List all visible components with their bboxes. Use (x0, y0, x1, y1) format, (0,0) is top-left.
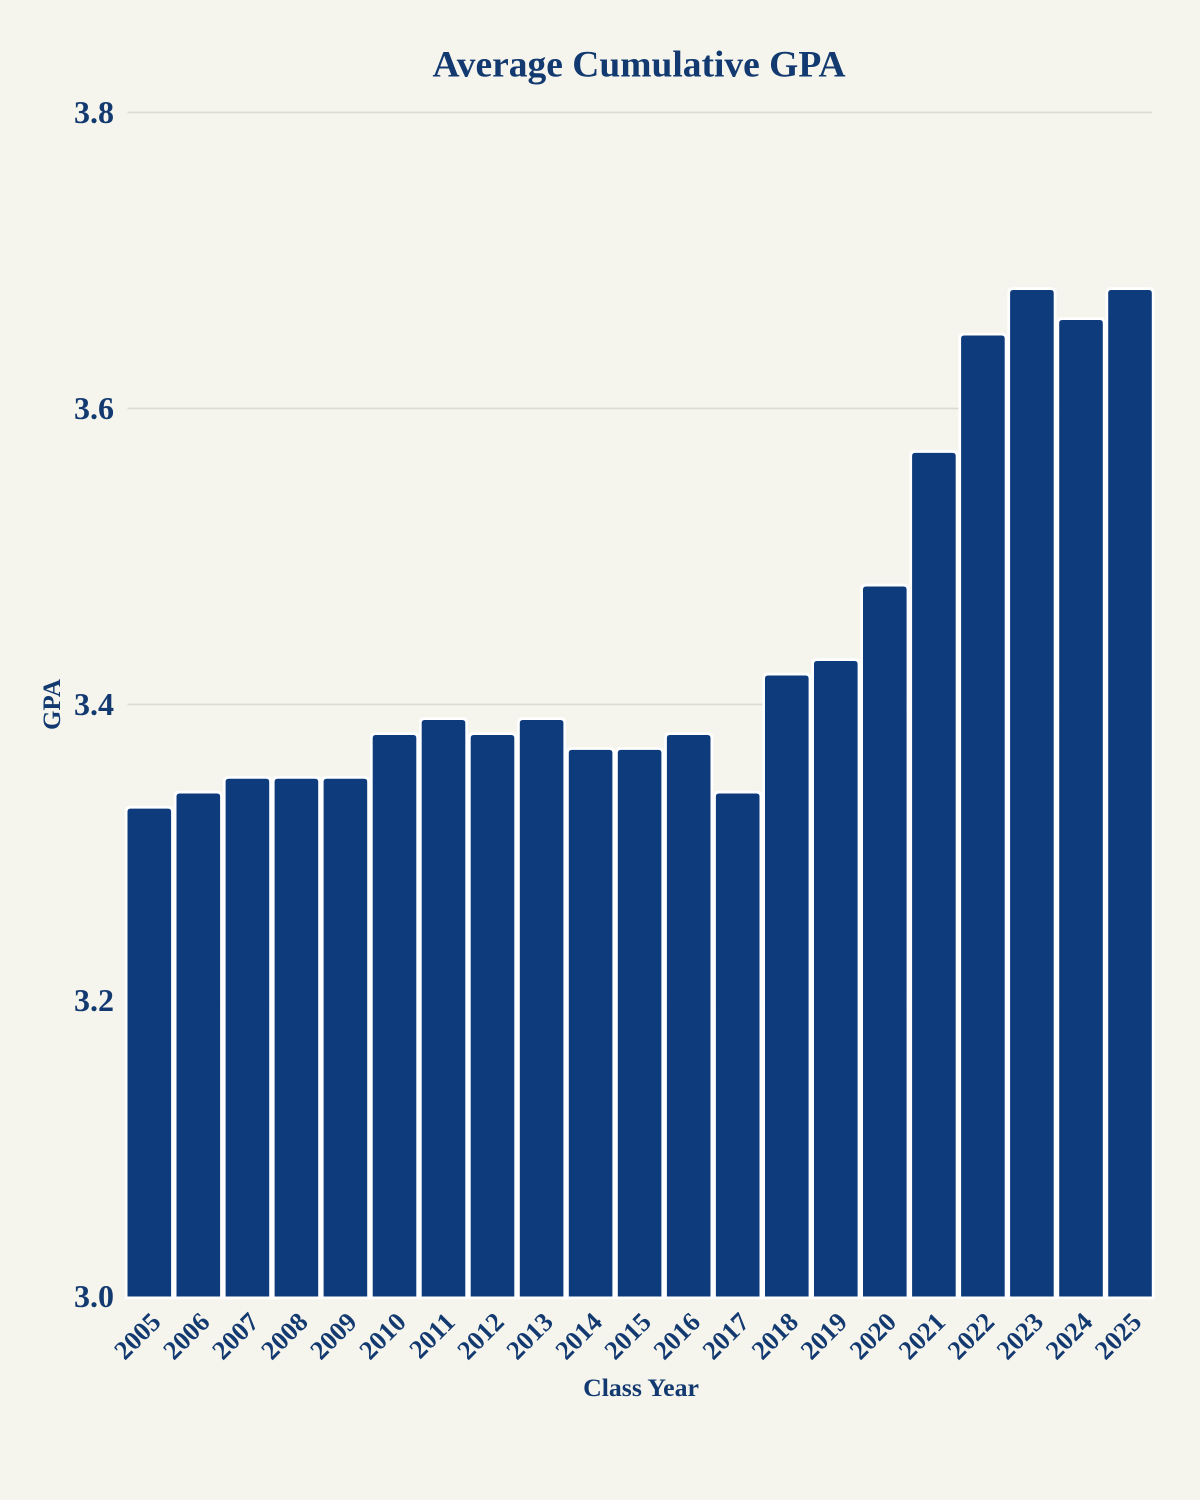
svg-text:3.2: 3.2 (74, 982, 114, 1018)
svg-text:3.4: 3.4 (74, 686, 114, 722)
svg-text:3.6: 3.6 (74, 390, 114, 426)
svg-text:3.0: 3.0 (74, 1278, 114, 1314)
svg-text:Average Cumulative GPA: Average Cumulative GPA (432, 45, 845, 86)
svg-text:3.8: 3.8 (74, 94, 114, 130)
svg-text:GPA: GPA (39, 679, 66, 730)
svg-text:Class Year: Class Year (583, 1373, 699, 1402)
